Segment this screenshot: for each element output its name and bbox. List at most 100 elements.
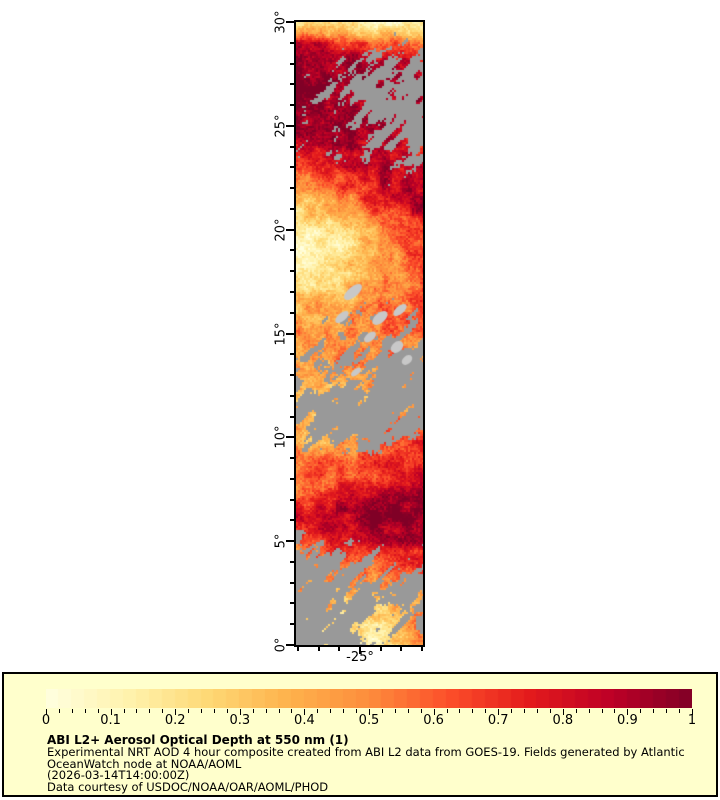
legend-title: ABI L2+ Aerosol Optical Depth at 550 nm … [47,733,349,747]
legend-panel: 0 0.1 0.2 0.3 0.4 0.5 0.6 0.7 0.8 0.9 1 ABI L2+ Ae… [2,672,718,797]
y-axis-tick-label: 25° [273,114,289,138]
colorbar-tick-label: 0.7 [487,713,509,728]
colorbar-tick-label: 0.3 [229,713,251,728]
y-axis-minor-tick [290,62,294,65]
x-axis-minor-tick [420,647,423,651]
colorbar-minor-tick [188,709,190,713]
colorbar-minor-tick [226,709,228,713]
legend-description-line-1: Experimental NRT AOD 4 hour composite cr… [47,745,685,759]
colorbar-major-tick [304,709,306,715]
colorbar-minor-tick [446,709,448,713]
colorbar-tick-label: 1 [687,713,697,728]
y-axis-minor-tick [290,290,294,293]
legend-timestamp: (2026-03-14T14:00:00Z) [47,768,190,783]
y-axis-minor-tick [290,374,294,377]
y-axis-minor-tick [290,415,294,418]
colorbar-minor-tick [213,709,215,713]
y-axis-tick-label: 15° [273,321,289,346]
colorbar-minor-tick [71,709,73,713]
colorbar-minor-tick [317,709,319,713]
colorbar-minor-tick [524,709,526,713]
colorbar-minor-tick [343,709,345,713]
colorbar-minor-tick [162,709,164,713]
x-axis-major-tick [359,647,362,654]
y-axis-major-tick [286,540,294,543]
y-axis-minor-tick [290,207,294,210]
y-axis-minor-tick [290,623,294,626]
y-axis-major-tick [286,21,294,23]
colorbar-minor-tick [123,709,125,713]
colorbar-minor-tick [640,709,642,713]
y-axis-minor-tick [290,145,294,148]
y-axis-minor-tick [290,581,294,584]
colorbar-minor-tick [666,709,668,713]
colorbar-minor-tick [575,709,577,713]
colorbar-tick-label: 0.2 [164,713,186,728]
x-axis-minor-tick [400,647,403,651]
y-axis-major-tick [286,332,294,335]
colorbar-minor-tick [356,709,358,713]
colorbar-minor-tick [97,709,99,713]
y-axis-tick-label: 0° [273,637,289,653]
legend-courtesy: Data courtesy of USDOC/NOAA/OAR/AOML/PHO… [47,779,329,794]
colorbar-major-tick [627,709,629,715]
y-axis-minor-tick [290,104,294,107]
y-axis-tick-label: 20° [273,218,289,242]
colorbar-minor-tick [330,709,332,713]
y-axis-major-tick [286,124,294,127]
aod-map-canvas [296,22,423,645]
colorbar-minor-tick [291,709,293,713]
colorbar-canvas [46,689,692,708]
colorbar-minor-tick [459,709,461,713]
y-axis-minor-tick [290,394,294,397]
x-axis-minor-tick [297,647,300,651]
colorbar-minor-tick [407,709,409,713]
colorbar-minor-tick [511,709,513,713]
colorbar-minor-tick [588,709,590,713]
colorbar-minor-tick [653,709,655,713]
colorbar-major-tick [239,709,241,715]
colorbar-minor-tick [201,709,203,713]
colorbar-tick-label: 0.4 [294,713,315,728]
colorbar-major-tick [175,709,177,715]
colorbar-minor-tick [278,709,280,713]
colorbar-tick-label: 0.6 [423,713,444,728]
colorbar-minor-tick [381,709,383,713]
colorbar-minor-tick [84,709,86,713]
y-axis-minor-tick [290,83,294,86]
y-axis-minor-tick [290,41,294,44]
colorbar-minor-tick [472,709,474,713]
y-axis-minor-tick [290,353,294,356]
y-axis-minor-tick [290,457,294,460]
y-axis-minor-tick [290,602,294,605]
x-axis-minor-tick [317,647,320,651]
colorbar-minor-tick [394,709,396,713]
colorbar-minor-tick [485,709,487,713]
colorbar-minor-tick [149,709,151,713]
colorbar-minor-tick [136,709,138,713]
colorbar-minor-tick [420,709,422,713]
y-axis-minor-tick [290,498,294,501]
colorbar-tick-label: 0 [41,713,51,728]
colorbar-minor-tick [536,709,538,713]
colorbar-tick-label: 0.8 [552,713,574,728]
y-axis-minor-tick [290,560,294,563]
y-axis-minor-tick [290,187,294,190]
y-axis-major-tick [286,436,294,439]
y-axis-minor-tick [290,166,294,169]
y-axis-minor-tick [290,249,294,252]
y-axis-minor-tick [290,311,294,314]
x-axis-minor-tick [379,647,382,651]
colorbar-tick-label: 0.1 [100,713,121,728]
x-axis-tick-label: -25° [346,650,374,665]
y-axis-minor-tick [290,270,294,273]
colorbar-minor-tick [549,709,551,713]
colorbar-minor-tick [614,709,616,713]
colorbar-major-tick [110,709,112,715]
colorbar-major-tick [433,709,435,715]
x-axis-minor-tick [338,647,341,651]
legend-description-line-2: OceanWatch node at NOAA/AOML [47,756,242,771]
colorbar-major-tick [369,709,370,715]
colorbar-tick-label: 0.9 [617,713,638,728]
